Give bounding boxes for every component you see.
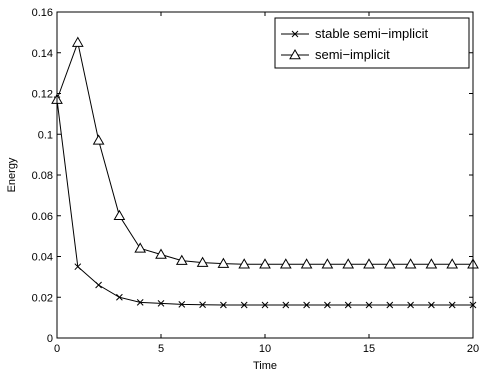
- series-0-point-7-b: [199, 301, 206, 309]
- series-1-point-9: [238, 258, 251, 269]
- series-0-point-13: [324, 301, 331, 309]
- y-tick-label-7: 0.14: [32, 48, 53, 60]
- series-0-point-1-b: [74, 263, 82, 271]
- series-1-point-13: [321, 258, 334, 269]
- series-0-point-3: [116, 293, 123, 301]
- series-0-point-19: [448, 301, 456, 309]
- series-0-point-5-b: [157, 300, 165, 307]
- series-1-point-15: [363, 258, 375, 269]
- series-0-point-10: [261, 301, 269, 309]
- x-tick-label-0: 0: [54, 343, 60, 355]
- y-tick-label-8: 0.16: [32, 7, 53, 19]
- series-0-point-12-b: [303, 301, 310, 309]
- series-1-point-11: [279, 258, 292, 269]
- series-1-point-19: [446, 258, 459, 269]
- legend: stable semi−implicit semi−implicit: [274, 17, 470, 69]
- series-1-point-6: [175, 254, 188, 265]
- y-tick-label-0: 0: [47, 333, 53, 345]
- series-0-point-16-b: [386, 301, 394, 309]
- series-1-point-12: [300, 258, 313, 269]
- series-0-point-4-b: [136, 298, 144, 306]
- series-0-point-15-b: [365, 301, 373, 309]
- series-1-point-16: [383, 258, 396, 269]
- series-0-point-5: [157, 300, 165, 307]
- legend-marker-0: [291, 30, 299, 38]
- series-1-point-14: [342, 258, 355, 269]
- y-tick-label-5: 0.1: [38, 129, 53, 141]
- legend-marker-1: [289, 48, 301, 60]
- series-0-point-15: [365, 301, 373, 309]
- x-tick-label-4: 20: [467, 343, 479, 355]
- series-0-point-14: [344, 301, 352, 309]
- series-0-point-3-b: [116, 293, 123, 301]
- series-line-1: [56, 40, 473, 265]
- series-0-point-4: [136, 298, 144, 306]
- series-0-point-11: [282, 301, 290, 309]
- series-1-point-2: [92, 134, 105, 145]
- series-0-point-18: [428, 301, 435, 309]
- y-axis-label: Energy: [6, 157, 18, 192]
- series-1-point-3: [113, 209, 126, 220]
- series-0-point-13-b: [324, 301, 331, 309]
- series-0-point-18-b: [428, 301, 435, 309]
- series-0-point-2: [95, 281, 102, 289]
- series-1-point-8: [217, 257, 230, 268]
- series-0-point-16: [386, 301, 394, 309]
- series-0: [53, 96, 477, 309]
- series-0-point-9: [240, 301, 248, 309]
- series-1: [51, 36, 479, 269]
- legend-label-stable: stable semi−implicit: [315, 26, 428, 41]
- x-tick-label-1: 5: [158, 343, 164, 355]
- series-0-point-19-b: [448, 301, 456, 309]
- series-0-point-10-b: [261, 301, 269, 309]
- series-0-point-6: [178, 301, 186, 308]
- x-axis-label: Time: [253, 360, 277, 372]
- series-1-point-7: [196, 256, 209, 267]
- series-0-point-7: [199, 301, 206, 309]
- series-0-point-9-b: [240, 301, 248, 309]
- series-line-0: [56, 99, 473, 306]
- series-0-point-17-b: [407, 301, 414, 309]
- legend-label-semi: semi−implicit: [315, 47, 390, 62]
- y-tick-label-3: 0.06: [32, 211, 53, 223]
- legend-markers: [281, 30, 309, 60]
- series-1-point-5: [155, 248, 167, 259]
- plot-frame: [56, 11, 474, 339]
- series-0-point-6-b: [178, 301, 186, 308]
- y-tick-label-2: 0.04: [32, 252, 53, 264]
- series-layer: [51, 36, 479, 309]
- legend-marker-0-b: [291, 30, 299, 38]
- y-tick-label-6: 0.12: [32, 89, 53, 101]
- series-0-point-12: [303, 301, 310, 309]
- y-tick-label-4: 0.08: [32, 170, 53, 182]
- x-tick-label-2: 10: [259, 343, 271, 355]
- series-0-point-14-b: [344, 301, 352, 309]
- series-1-point-18: [425, 258, 438, 269]
- y-tick-label-1: 0.02: [32, 292, 53, 304]
- series-0-point-11-b: [282, 301, 290, 309]
- x-tick-label-3: 15: [363, 343, 375, 355]
- series-0-point-17: [407, 301, 414, 309]
- series-0-point-2-b: [95, 281, 102, 289]
- series-0-point-1: [74, 263, 82, 271]
- legend-box: [274, 17, 470, 69]
- series-1-point-4: [134, 242, 147, 253]
- series-0-point-8: [220, 301, 227, 309]
- series-1-point-17: [404, 258, 417, 269]
- series-1-point-10: [259, 258, 271, 269]
- series-1-point-1: [71, 36, 84, 47]
- series-0-point-8-b: [220, 301, 227, 309]
